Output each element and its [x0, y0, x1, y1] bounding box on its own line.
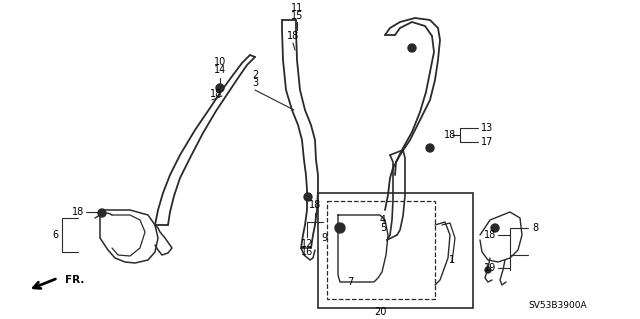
- Text: 18: 18: [72, 207, 84, 217]
- Text: 18: 18: [210, 89, 222, 99]
- Text: 4: 4: [380, 215, 386, 225]
- Text: 12: 12: [301, 239, 313, 249]
- Text: 18: 18: [309, 200, 321, 210]
- Circle shape: [98, 209, 106, 217]
- Circle shape: [408, 44, 416, 52]
- Text: SV53B3900A: SV53B3900A: [529, 301, 588, 310]
- Text: 18: 18: [444, 130, 456, 140]
- Text: 9: 9: [321, 233, 327, 243]
- Text: 17: 17: [481, 137, 493, 147]
- Text: 2: 2: [252, 70, 258, 80]
- Text: 15: 15: [291, 11, 303, 21]
- Text: 10: 10: [214, 57, 226, 67]
- Circle shape: [485, 267, 491, 273]
- Circle shape: [491, 224, 499, 232]
- Text: 1: 1: [449, 255, 455, 265]
- Circle shape: [426, 144, 434, 152]
- Text: 16: 16: [301, 247, 313, 257]
- Circle shape: [335, 223, 345, 233]
- Text: 14: 14: [214, 65, 226, 75]
- Bar: [327, 201, 435, 299]
- Text: 11: 11: [291, 3, 303, 13]
- Text: 3: 3: [252, 78, 258, 88]
- Text: FR.: FR.: [65, 275, 84, 285]
- Text: 8: 8: [532, 223, 538, 233]
- Text: 18: 18: [484, 230, 496, 240]
- Text: 5: 5: [380, 223, 386, 233]
- Text: 19: 19: [484, 263, 496, 273]
- Text: 7: 7: [347, 277, 353, 287]
- Circle shape: [216, 84, 224, 92]
- Circle shape: [304, 193, 312, 201]
- Bar: [318, 193, 473, 308]
- Text: 20: 20: [374, 307, 386, 317]
- Text: 18: 18: [287, 31, 299, 41]
- Text: 13: 13: [481, 123, 493, 133]
- Text: 6: 6: [52, 230, 58, 240]
